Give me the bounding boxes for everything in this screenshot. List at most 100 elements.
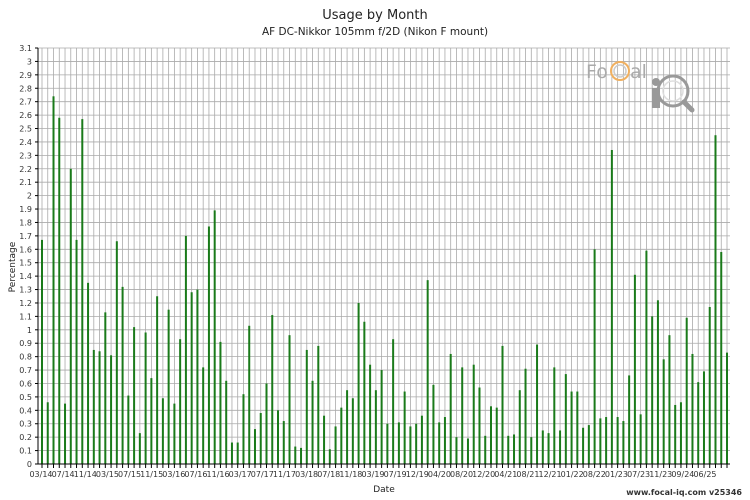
bar [363,321,366,464]
bar [207,226,210,464]
bar [248,325,251,464]
bar [213,210,216,464]
x-tick-label: 08/21 [516,470,539,479]
x-tick-label: 03/16 [162,470,185,479]
bar [622,421,625,464]
x-tick-label: 07/17 [251,470,274,479]
svg-text:al: al [630,61,647,83]
x-tick-label: 07/16 [184,470,207,479]
bar [697,382,700,464]
x-tick-label: 04/21 [494,470,517,479]
bar [449,353,452,464]
bar [271,315,274,464]
bar [593,249,596,464]
bar [639,414,642,464]
y-tick-label: 0.7 [19,366,32,375]
bar [553,367,556,464]
bar [478,387,481,464]
bar [87,282,90,464]
x-tick-label: 11/14 [74,470,97,479]
bar [720,251,723,464]
bar [691,353,694,464]
x-tick-label: 07/15 [118,470,141,479]
bar [559,430,562,464]
y-tick-label: 1.9 [19,205,32,214]
bar [110,355,113,464]
x-tick-label: 11/15 [140,470,163,479]
x-tick-label: 07/18 [317,470,340,479]
y-tick-label: 2.4 [19,138,32,147]
bar [340,407,343,464]
x-tick-label: 03/19 [361,470,384,479]
bar [104,312,107,464]
bar [161,398,164,464]
y-tick-label: 2.6 [19,111,32,120]
bar [576,391,579,464]
bar [242,394,245,464]
grid [38,47,730,465]
bar [443,417,446,464]
bar [708,306,711,464]
svg-text:Fo: Fo [586,61,608,83]
y-tick-label: 0.4 [19,406,32,415]
y-tick-label: 0.9 [19,339,32,348]
bar [679,402,682,464]
y-tick-label: 1.3 [19,286,32,295]
bar [98,351,101,464]
y-tick-label: 1.6 [19,245,32,254]
bar [369,364,372,464]
bar [92,349,95,464]
bar [582,427,585,464]
bar [173,403,176,464]
y-tick-label: 2.1 [19,178,32,187]
x-tick-label: 08/22 [583,470,606,479]
bar [202,367,205,464]
x-tick-label: 11/17 [273,470,296,479]
bar [610,149,613,464]
bar [662,359,665,464]
y-tick-label: 1.2 [19,299,32,308]
footer-text: www.focal-iq.com v25346 [626,488,742,497]
bar [570,391,573,464]
bar [495,407,498,464]
y-tick-label: 1 [27,326,32,335]
bar [156,296,159,464]
x-tick-label: 09/24 [671,470,694,479]
bar [409,426,412,464]
bar [133,327,136,464]
x-tick-label: 06/25 [693,470,716,479]
x-tick-label: 01/23 [605,470,628,479]
y-tick-label: 2.8 [19,84,32,93]
bar [288,335,291,464]
bar [259,413,262,464]
bar [392,339,395,464]
bar [501,345,504,464]
bar [524,368,527,464]
bar [225,380,228,464]
bar [513,434,516,464]
bar [587,425,590,464]
bar [466,438,469,464]
bar [58,117,61,465]
bar [346,390,349,464]
y-tick-label: 3 [27,57,32,66]
bar [668,335,671,464]
y-tick-label: 0.2 [19,433,32,442]
y-tick-label: 0.3 [19,420,32,429]
bar [277,410,280,464]
bar [167,309,170,464]
bar [507,435,510,464]
y-tick-label: 2 [27,192,32,201]
bar [236,442,239,464]
bar [461,367,464,464]
plot-area [38,48,730,464]
y-tick-label: 2.7 [19,98,32,107]
bar [651,316,654,464]
bar [150,378,153,464]
bar [633,274,636,464]
bar [351,398,354,464]
bar [52,96,55,464]
bar [455,437,458,464]
y-tick-label: 2.5 [19,125,32,134]
